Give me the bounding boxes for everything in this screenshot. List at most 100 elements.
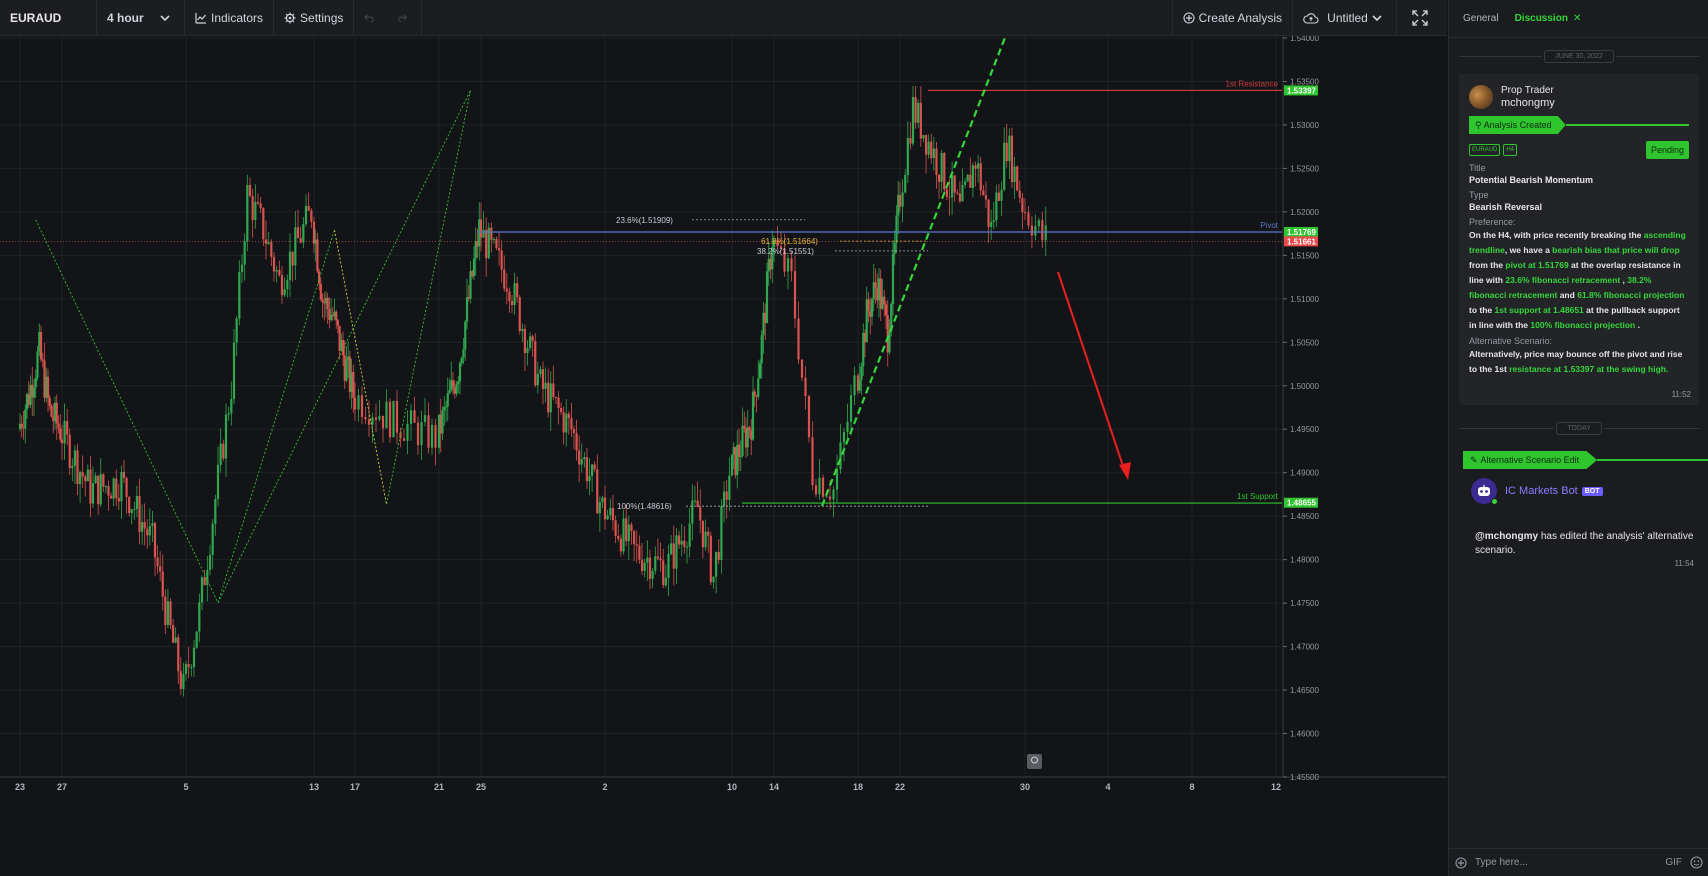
tab-discussion[interactable]: Discussion xyxy=(1514,13,1568,24)
message-composer: GIF xyxy=(1449,848,1708,876)
timeframe-selector[interactable]: 4 hour xyxy=(97,0,185,36)
candle-body xyxy=(739,455,742,457)
message-input[interactable] xyxy=(1475,857,1666,868)
candle-body xyxy=(772,240,776,248)
bulb-icon xyxy=(1031,756,1038,764)
avatar[interactable] xyxy=(1469,85,1493,109)
candle-body xyxy=(89,469,92,504)
candle-body xyxy=(321,299,324,303)
level-label: 1st Support xyxy=(1237,492,1279,501)
candle-body xyxy=(335,311,338,321)
candle-body xyxy=(737,444,741,457)
robot-icon xyxy=(1478,484,1490,496)
create-analysis-button[interactable]: Create Analysis xyxy=(1171,0,1293,36)
candle-body xyxy=(1018,190,1021,198)
candle-body xyxy=(869,311,872,317)
candle-body xyxy=(570,418,573,430)
redo-button[interactable] xyxy=(388,0,423,36)
candle-body xyxy=(544,382,547,390)
candle-body xyxy=(722,491,726,507)
candle-body xyxy=(940,152,943,182)
candle-body xyxy=(872,282,875,300)
candle-body xyxy=(208,554,212,570)
candle-body xyxy=(958,193,961,202)
alternative-label: Alternative Scenario: xyxy=(1469,336,1553,346)
candle-body xyxy=(513,283,516,306)
candle-body xyxy=(316,239,319,272)
candle-body xyxy=(758,363,762,379)
fullscreen-button[interactable] xyxy=(1397,0,1447,36)
candle-body xyxy=(294,227,297,266)
candle-body xyxy=(259,203,262,209)
toolbar-spacer xyxy=(422,0,1171,36)
time-tick-label: 13 xyxy=(309,782,319,792)
panel-tabs: General Discussion ✕ xyxy=(1449,0,1708,38)
fullscreen-icon xyxy=(1412,9,1428,26)
candle-body xyxy=(45,376,48,398)
candle-body xyxy=(699,507,702,521)
candle-body xyxy=(71,465,74,469)
author-handle[interactable]: mchongmy xyxy=(1501,97,1555,109)
candle-body xyxy=(478,219,481,247)
candle-body xyxy=(670,543,673,555)
candle-body xyxy=(198,602,201,632)
symbol-selector[interactable]: EURAUD xyxy=(0,0,97,36)
candle-body xyxy=(304,205,308,225)
timeframe-tag: H4 xyxy=(1503,144,1518,156)
price-tick-label: 1.47500 xyxy=(1290,599,1319,608)
candle-body xyxy=(776,240,779,247)
candle-body xyxy=(578,450,581,465)
candle-body xyxy=(895,215,898,243)
candle-body xyxy=(783,249,786,272)
candle-body xyxy=(580,459,583,465)
bot-avatar[interactable] xyxy=(1471,478,1498,505)
candle-body xyxy=(246,184,249,242)
candle-body xyxy=(457,381,460,385)
emoji-icon[interactable] xyxy=(1690,856,1703,869)
candle-body xyxy=(107,486,110,496)
price-chart[interactable]: 1.54000 1.53500 1.53000 1.52500 1.52000 1.515… xyxy=(0,36,1447,876)
candle-body xyxy=(125,477,128,498)
indicators-button[interactable]: Indicators xyxy=(185,0,275,36)
layout-selector[interactable]: Untitled xyxy=(1293,0,1397,36)
close-icon[interactable]: ✕ xyxy=(1572,13,1582,24)
mention[interactable]: @mchongmy xyxy=(1475,531,1539,542)
candle-body xyxy=(932,148,935,159)
price-tick-label: 1.48000 xyxy=(1290,556,1319,565)
settings-button[interactable]: Settings xyxy=(274,0,355,36)
candle-body xyxy=(296,227,300,239)
candle-body xyxy=(526,347,529,354)
candle-body xyxy=(662,560,665,586)
candle-body xyxy=(318,271,321,284)
candle-body xyxy=(964,181,967,185)
candle-body xyxy=(1027,212,1030,226)
candle-body xyxy=(969,174,972,188)
candle-body xyxy=(982,190,985,195)
analysis-created-banner: ⚲ Analysis Created xyxy=(1469,116,1689,134)
candle-body xyxy=(984,194,988,200)
candle-body xyxy=(482,229,485,238)
candle-body xyxy=(495,238,498,248)
title-label: Title xyxy=(1469,163,1486,173)
candle-body xyxy=(1000,189,1003,201)
price-tick-label: 1.52000 xyxy=(1290,208,1319,217)
fib-projection-line xyxy=(35,219,219,603)
gif-button[interactable]: GIF xyxy=(1665,857,1682,868)
candle-body xyxy=(319,283,322,300)
fib-projection-line xyxy=(217,229,335,603)
bot-name[interactable]: IC Markets Bot xyxy=(1505,485,1578,497)
candle-body xyxy=(583,457,586,460)
undo-button[interactable] xyxy=(354,0,388,36)
candle-body xyxy=(333,311,336,317)
candle-body xyxy=(451,380,455,387)
plus-circle-icon[interactable] xyxy=(1455,856,1467,869)
candle-body xyxy=(367,419,371,425)
tab-general[interactable]: General xyxy=(1463,13,1499,24)
candle-body xyxy=(46,376,50,398)
candle-body xyxy=(302,224,305,243)
candle-body xyxy=(835,469,839,490)
candle-body xyxy=(863,333,867,343)
chart-canvas[interactable]: 1.54000 1.53500 1.53000 1.52500 1.52000 1.515… xyxy=(0,36,1447,876)
candle-body xyxy=(853,375,856,396)
card-timestamp: 11:52 xyxy=(1671,390,1691,399)
